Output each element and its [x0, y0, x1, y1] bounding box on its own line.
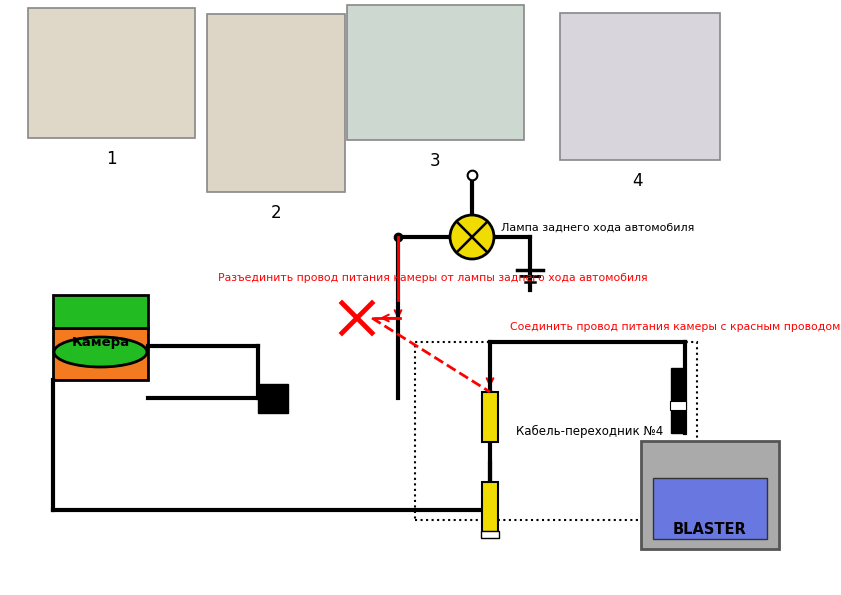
Bar [560, 13, 720, 160]
Bar [53, 328, 148, 380]
Text: 4: 4 [632, 172, 643, 190]
Bar [482, 482, 498, 532]
Bar [481, 531, 499, 538]
Ellipse shape [54, 337, 147, 367]
Text: 3: 3 [430, 152, 441, 170]
Bar [641, 441, 779, 549]
Bar [482, 392, 498, 442]
Bar [258, 384, 288, 413]
Text: Лампа заднего хода автомобиля: Лампа заднего хода автомобиля [501, 223, 695, 233]
Bar [415, 342, 697, 520]
Text: Кабель-переходник №4: Кабель-переходник №4 [516, 424, 664, 437]
Text: BLASTER: BLASTER [673, 522, 747, 537]
Text: Разъединить провод питания камеры от лампы заднего хода автомобиля: Разъединить провод питания камеры от лам… [218, 273, 648, 283]
Text: Соединить провод питания камеры с красным проводом  переходника №4: Соединить провод питания камеры с красны… [510, 322, 841, 332]
Bar [207, 14, 345, 192]
Text: Камера: Камера [71, 336, 130, 349]
Text: 2: 2 [271, 204, 281, 222]
Bar [28, 8, 195, 138]
Bar [53, 295, 148, 328]
Circle shape [450, 215, 494, 259]
Bar [653, 478, 767, 539]
Bar [347, 5, 524, 140]
Bar [670, 401, 686, 410]
Text: 1: 1 [106, 150, 116, 168]
Bar [671, 368, 685, 433]
